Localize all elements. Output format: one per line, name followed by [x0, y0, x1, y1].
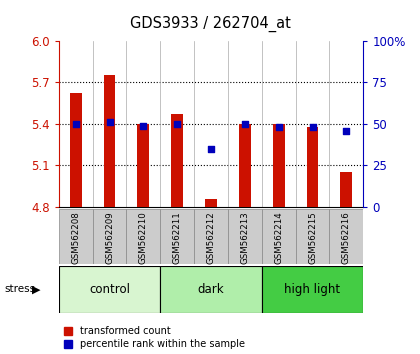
Bar: [104, 75, 116, 207]
Point: [276, 124, 282, 130]
Bar: [307, 127, 318, 207]
Text: high light: high light: [284, 283, 341, 296]
Text: GSM562215: GSM562215: [308, 212, 317, 264]
Bar: [329, 209, 363, 264]
Point: [241, 121, 248, 127]
Text: GSM562209: GSM562209: [105, 212, 114, 264]
Point: [106, 119, 113, 125]
Bar: [262, 209, 296, 264]
Text: control: control: [89, 283, 130, 296]
Text: GSM562214: GSM562214: [274, 212, 283, 264]
Bar: [126, 209, 160, 264]
Point: [72, 121, 79, 127]
Point: [208, 146, 215, 152]
Bar: [228, 209, 262, 264]
Text: GSM562216: GSM562216: [342, 212, 351, 264]
Bar: [70, 93, 81, 207]
Text: GSM562211: GSM562211: [173, 212, 182, 264]
Bar: [59, 266, 160, 313]
Text: GDS3933 / 262704_at: GDS3933 / 262704_at: [129, 16, 291, 32]
Bar: [273, 124, 285, 207]
Text: GSM562212: GSM562212: [207, 212, 215, 264]
Bar: [239, 124, 251, 207]
Bar: [171, 114, 183, 207]
Point: [174, 121, 181, 127]
Point: [309, 124, 316, 130]
Text: dark: dark: [198, 283, 224, 296]
Text: GSM562210: GSM562210: [139, 212, 148, 264]
Bar: [137, 124, 149, 207]
Bar: [59, 209, 93, 264]
Legend: transformed count, percentile rank within the sample: transformed count, percentile rank withi…: [64, 326, 245, 349]
Text: GSM562213: GSM562213: [240, 212, 249, 264]
Bar: [194, 209, 228, 264]
Text: stress: stress: [4, 284, 35, 295]
Text: ▶: ▶: [32, 284, 40, 295]
Bar: [93, 209, 126, 264]
Bar: [296, 209, 329, 264]
Bar: [262, 266, 363, 313]
Bar: [205, 199, 217, 207]
Point: [140, 123, 147, 129]
Bar: [341, 172, 352, 207]
Bar: [160, 266, 262, 313]
Point: [343, 128, 350, 133]
Text: GSM562208: GSM562208: [71, 212, 80, 264]
Bar: [160, 209, 194, 264]
